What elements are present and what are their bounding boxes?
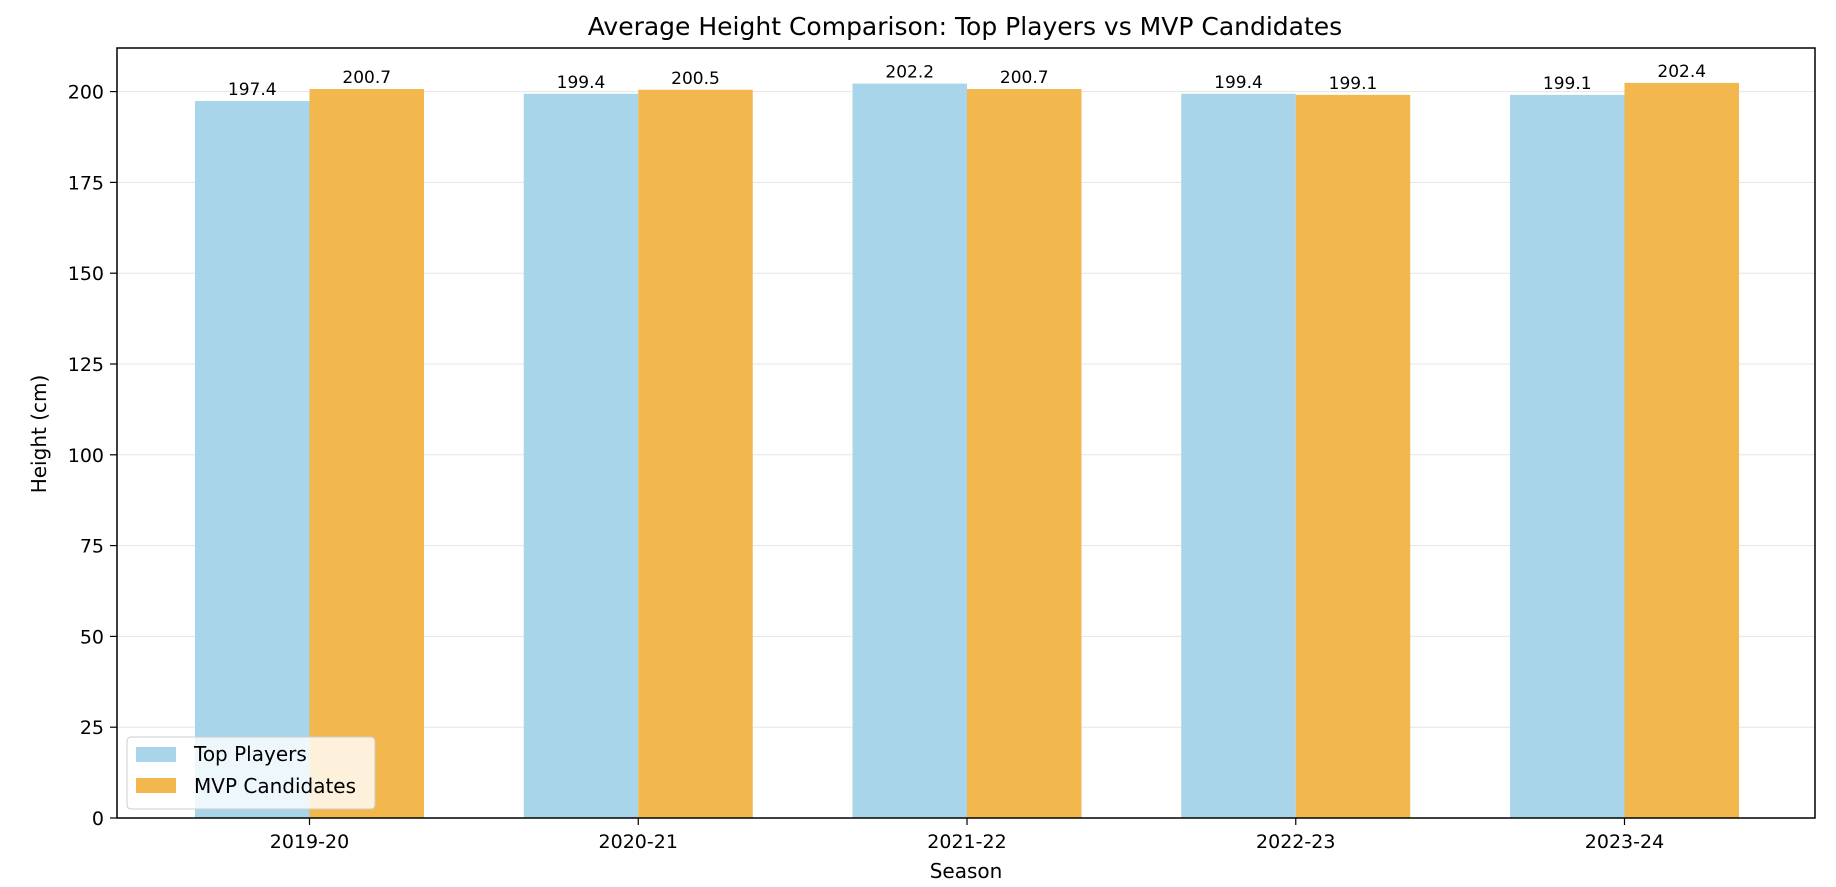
value-label-top-players: 199.1 [1543, 74, 1592, 94]
bar-mvp-candidates [1295, 94, 1411, 819]
y-tick-label: 125 [68, 354, 104, 376]
value-label-top-players: 202.2 [885, 63, 934, 83]
x-tick-label: 2021-22 [927, 831, 1006, 853]
x-tick-label: 2020-21 [599, 831, 678, 853]
bar-top-players [523, 93, 639, 818]
legend-box [126, 736, 376, 810]
bar-mvp-candidates [1624, 82, 1739, 819]
legend-swatch-mvp-candidates [136, 778, 176, 793]
bar-mvp-candidates [638, 89, 753, 819]
value-label-mvp-candidates: 199.1 [1329, 74, 1378, 94]
chart-title: Average Height Comparison: Top Players v… [588, 12, 1342, 41]
x-axis-label: Season [930, 859, 1003, 883]
value-label-mvp-candidates: 200.7 [1000, 68, 1049, 88]
bar-mvp-candidates [309, 89, 424, 818]
value-label-mvp-candidates: 200.7 [342, 68, 391, 88]
y-tick-label: 175 [68, 172, 104, 194]
bar-top-players [1510, 94, 1625, 819]
y-tick-label: 100 [68, 445, 104, 467]
value-label-mvp-candidates: 202.4 [1657, 62, 1706, 82]
y-tick-label: 75 [80, 536, 104, 558]
legend-label-mvp-candidates: MVP Candidates [194, 774, 356, 798]
legend-swatch-top-players [136, 747, 176, 762]
plot-frame [116, 47, 1816, 819]
x-tick-label: 2023-24 [1585, 831, 1664, 853]
x-tick-label: 2022-23 [1256, 831, 1335, 853]
bar-mvp-candidates [967, 89, 1082, 818]
x-axis-ticks: 2019-20 2020-21 2021-22 2022-23 2023-24 [270, 818, 1664, 853]
y-tick-label: 25 [80, 717, 104, 739]
bar-top-players [1181, 93, 1296, 818]
x-tick-label: 2019-20 [270, 831, 349, 853]
legend-label-top-players: Top Players [193, 742, 307, 766]
value-label-top-players: 197.4 [228, 80, 277, 100]
value-label-top-players: 199.4 [1214, 73, 1263, 93]
bar-top-players [852, 83, 967, 818]
y-tick-label: 0 [92, 808, 104, 830]
value-labels: 197.4 199.4 202.2 199.4 199.1 200.7 200.5 200.7… [228, 62, 1706, 100]
y-axis-ticks: 0 25 50 75 100 125 150 175 200 [68, 82, 117, 830]
y-tick-label: 50 [80, 626, 104, 648]
value-label-top-players: 199.4 [557, 73, 606, 93]
y-tick-label: 150 [68, 263, 104, 285]
bars [195, 82, 1739, 819]
y-tick-label: 200 [68, 82, 104, 104]
legend: Top Players MVP Candidates [126, 736, 376, 810]
y-axis-label: Height (cm) [27, 375, 51, 494]
bar-top-players [195, 101, 310, 818]
value-label-mvp-candidates: 200.5 [671, 69, 720, 89]
